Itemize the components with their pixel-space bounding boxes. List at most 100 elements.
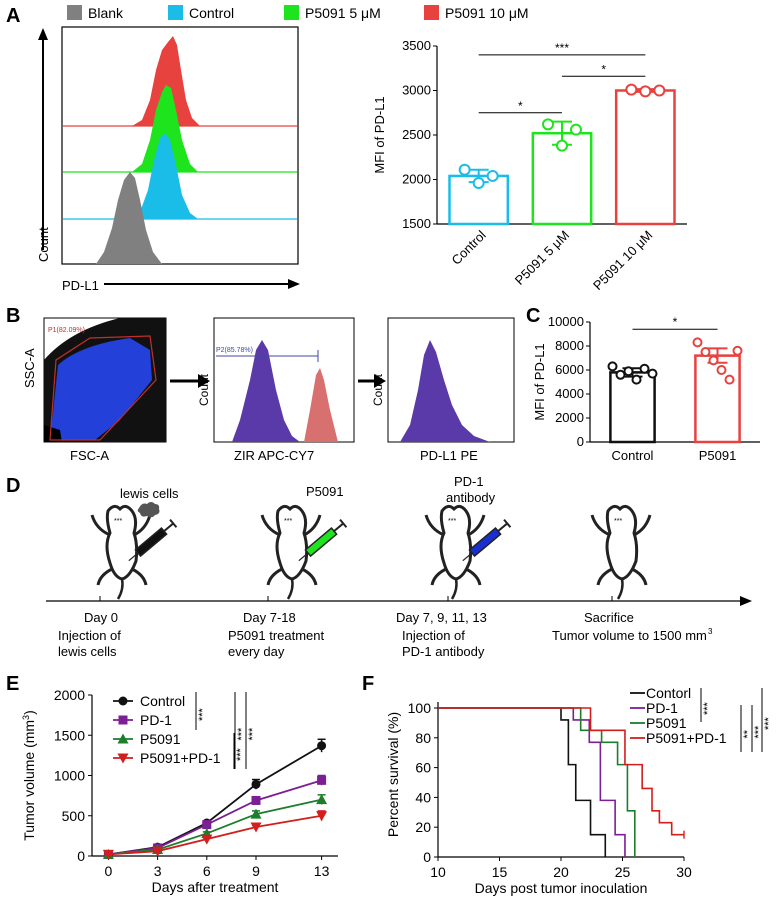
e-ytick-label: 2000: [54, 687, 85, 703]
e-legend-marker: [118, 715, 128, 725]
A-bar-ytick-label: 2500: [402, 127, 431, 142]
mouse-day7-hind-legs: [266, 567, 318, 586]
C-bar-ytick-label: 0: [577, 434, 584, 449]
panel-b-hist2: P2(85.78%) Count ZIR APC-CY7: [197, 317, 355, 463]
e-ytick-label: 0: [77, 848, 85, 864]
f-xtick-label: 10: [430, 864, 446, 880]
e-data-point: [250, 822, 262, 833]
d-day-2: Day 7, 9, 11, 13: [396, 610, 487, 625]
A-bar-data-point: [639, 85, 652, 98]
hist-peak-control: [132, 133, 198, 219]
d-desc-0a: Injection of: [58, 628, 121, 643]
legend-label-blank: Blank: [88, 5, 124, 21]
d-desc-0b: lewis cells: [58, 644, 117, 659]
A-bar-xtick-label: Control: [449, 227, 489, 267]
A-bar-data-point: [556, 139, 568, 152]
e-ylabel-end: ): [21, 710, 37, 715]
hist-peak-p5: [132, 85, 198, 172]
f-series-step: [438, 707, 607, 857]
mouse-day7-front-legs: [260, 514, 322, 537]
gate-p1-label: P1(82.09%): [48, 327, 85, 334]
panel-b-arrow-2: [358, 374, 386, 388]
e-legend-marker: [117, 733, 129, 744]
C-bar-data-point: [639, 363, 650, 374]
hist2-peak-red: [304, 368, 338, 442]
C-bar-data-point: [623, 366, 634, 377]
hist-frame: [61, 26, 299, 265]
e-ylabel-sup: 3: [21, 715, 31, 720]
f-sig-label: ***: [702, 701, 714, 715]
e-legend-label: PD-1: [140, 712, 172, 728]
legend-label-control: Control: [189, 5, 234, 21]
f-series-step: [438, 707, 684, 836]
e-data-point: [317, 741, 327, 751]
f-sig-label: ***: [763, 716, 775, 730]
hist2-xlabel: ZIR APC-CY7: [234, 448, 314, 463]
mouse-day7-pd1-syringe-icon: [462, 518, 512, 562]
C-bar-data-point: [615, 369, 626, 380]
mouse-day7-pd1-syringe-plunger: [497, 522, 508, 532]
e-data-point: [250, 808, 262, 819]
lewis-cells-icon: [137, 502, 160, 518]
hist-xlabel: PD-L1: [62, 278, 99, 293]
C-bar-data-point: [700, 347, 711, 357]
e-data-point: [202, 820, 212, 830]
C-bar-ytick-label: 2000: [555, 410, 584, 425]
A-bar-xtick-label: P5091 10 μM: [590, 228, 655, 293]
f-legend-label: P5091: [646, 715, 687, 731]
C-bar-ytick-label: 10000: [548, 314, 584, 329]
panel-letter-b: B: [6, 305, 20, 327]
f-xlabel: Days post tumor inoculation: [475, 880, 648, 896]
f-xtick-label: 15: [492, 864, 508, 880]
e-ytick-label: 1500: [54, 727, 85, 743]
A-bar-data-point: [542, 118, 554, 131]
d-day-0: Day 0: [84, 610, 118, 625]
C-bar-data-point: [607, 361, 618, 372]
e-sig-label: ***: [197, 707, 209, 721]
f-ylabel: Percent survival (%): [385, 712, 401, 837]
f-legend-label: P5091+PD-1: [646, 730, 727, 746]
hist-peak-p10: [132, 36, 200, 126]
mouse-day0-syringe-handle: [169, 518, 178, 528]
e-data-point: [152, 846, 164, 857]
panel-letter-e: E: [6, 673, 19, 695]
e-series-line: [108, 798, 322, 856]
C-bar-data-point: [724, 374, 735, 385]
e-legend-label: Control: [140, 693, 185, 709]
e-legend-marker: [117, 753, 129, 764]
mouse-day7-pd1: ***: [424, 504, 512, 600]
e-data-point: [251, 795, 261, 805]
C-bar-data-point: [631, 374, 642, 385]
e-xlabel: Days after treatment: [152, 879, 279, 895]
e-ylabel: Tumor volume (mm3): [21, 710, 37, 841]
d-desc-2b: PD-1 antibody: [402, 644, 485, 659]
scatter-events-corner: [44, 425, 62, 442]
d-desc-1a: P5091 treatment: [228, 628, 325, 643]
e-data-point: [102, 849, 114, 860]
mouse-day0-syringe-icon: [128, 518, 178, 562]
mouse-sacrifice-front-legs: [590, 514, 652, 537]
e-data-point: [251, 779, 261, 789]
d-desc-2a: Injection of: [402, 628, 465, 643]
mouse-sacrifice-hind-legs: [596, 567, 648, 586]
A-bar-sig-label: *: [601, 62, 606, 76]
hist3-xlabel: PD-L1 PE: [420, 448, 478, 463]
mouse-day7-syringe-needle: [298, 552, 309, 562]
panel-d-timeline: [46, 596, 752, 606]
e-sig-label: ***: [236, 727, 248, 741]
C-bar-xtick-label: P5091: [699, 448, 737, 463]
f-ytick-label: 40: [415, 789, 431, 805]
panel-a-legend: Blank Control P5091 5 μM P5091 10 μM: [67, 5, 529, 21]
A-bar-ytick-label: 2000: [402, 172, 431, 187]
A-bar-data-point: [458, 163, 471, 176]
C-bar-data-point: [692, 337, 703, 348]
panel-letter-c: C: [526, 305, 540, 327]
mouse-day7-face: ***: [284, 518, 292, 525]
f-xtick-label: 25: [615, 864, 631, 880]
A-bar-sig-label: ***: [555, 41, 569, 55]
mouse-day7-syringe-icon: [298, 518, 348, 562]
mouse-sacrifice-face: ***: [614, 518, 622, 525]
d-label-pd1: PD-1: [454, 474, 484, 489]
